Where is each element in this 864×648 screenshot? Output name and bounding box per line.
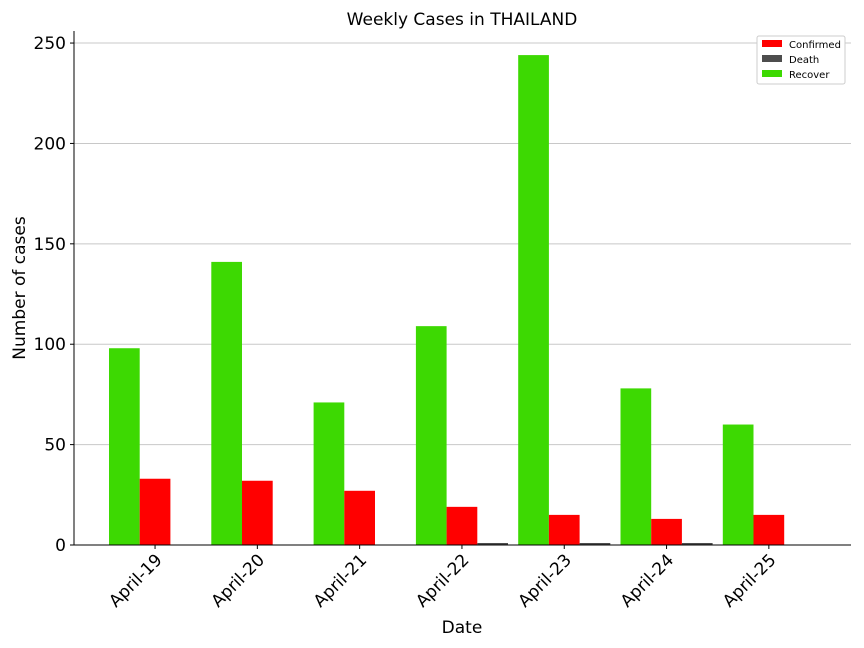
x-tick-label: April-24 — [617, 550, 678, 611]
gridlines — [74, 42, 851, 446]
legend-swatch-death — [762, 55, 782, 62]
legend-label-confirmed: Confirmed — [789, 40, 841, 51]
y-tick-label: 200 — [34, 134, 66, 154]
legend-label-recover: Recover — [789, 70, 830, 81]
x-axis-label: Date — [442, 618, 483, 638]
bar-confirmed-april-20 — [242, 480, 273, 545]
bar-recover-april-20 — [211, 261, 242, 545]
bar-death-april-22 — [477, 542, 508, 545]
bar-confirmed-april-21 — [344, 490, 375, 545]
bar-confirmed-april-25 — [753, 514, 785, 545]
bars — [109, 55, 785, 545]
x-tick-label: April-20 — [208, 550, 269, 611]
legend-swatch-confirmed — [762, 40, 782, 47]
x-tick-label: April-25 — [719, 550, 780, 611]
bar-recover-april-21 — [313, 402, 345, 545]
bar-death-april-24 — [681, 542, 713, 545]
bar-recover-april-22 — [415, 326, 447, 545]
x-tick-label: April-21 — [310, 550, 371, 611]
bar-death-april-23 — [579, 542, 611, 545]
legend: Confirmed Death Recover — [756, 35, 846, 85]
bar-confirmed-april-24 — [651, 518, 682, 545]
bar-recover-april-23 — [518, 55, 549, 545]
bar-confirmed-april-22 — [446, 506, 478, 545]
y-tick-label: 250 — [34, 34, 66, 54]
y-tick-label: 0 — [55, 536, 66, 556]
legend-swatch-recover — [762, 70, 782, 77]
y-tick-label: 150 — [34, 235, 66, 255]
legend-label-death: Death — [789, 55, 819, 66]
y-axis-label: Number of cases — [10, 216, 30, 360]
x-tick-label: April-23 — [515, 550, 576, 611]
x-tick-label: April-22 — [412, 550, 473, 611]
y-ticks: 0 50 100 150 200 250 — [34, 34, 74, 556]
x-tick-label: April-19 — [105, 550, 166, 611]
y-tick-label: 100 — [34, 335, 66, 355]
bar-confirmed-april-23 — [548, 514, 580, 545]
bar-recover-april-25 — [722, 424, 754, 545]
x-ticks: April-19 April-20 April-21 April-22 April-23… — [105, 545, 780, 612]
y-tick-label: 50 — [44, 436, 66, 456]
bar-recover-april-19 — [109, 348, 140, 545]
bar-recover-april-24 — [620, 388, 652, 545]
bar-confirmed-april-19 — [139, 478, 171, 545]
chart-title: Weekly Cases in THAILAND — [347, 10, 578, 30]
axes — [73, 31, 851, 546]
